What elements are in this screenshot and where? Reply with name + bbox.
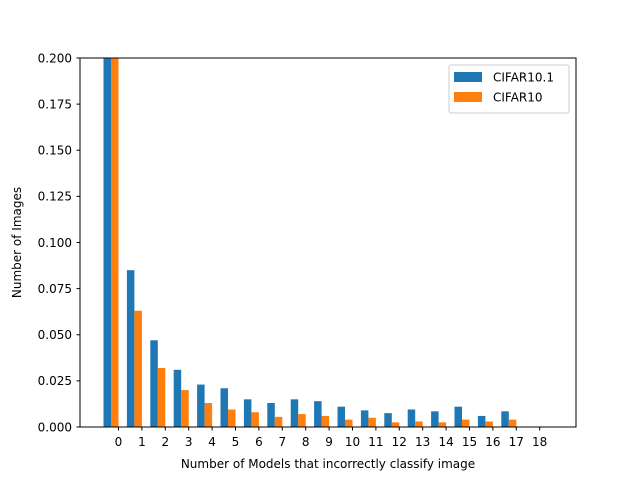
bar-cifar10-1-9	[314, 401, 322, 427]
y-tick-label: 0.075	[38, 282, 72, 296]
x-tick-label: 5	[232, 435, 240, 449]
y-tick-label: 0.025	[38, 374, 72, 388]
x-tick-label: 14	[438, 435, 453, 449]
bars-group	[103, 58, 517, 427]
bar-cifar10-16	[485, 421, 493, 427]
bar-cifar10-1-7	[267, 403, 275, 427]
bar-cifar10-1-3	[173, 369, 182, 427]
x-tick-label: 9	[325, 435, 333, 449]
x-tick-label: 12	[392, 435, 407, 449]
x-tick-label: 13	[415, 435, 430, 449]
x-tick-label: 17	[509, 435, 524, 449]
x-tick-label: 10	[345, 435, 360, 449]
bar-cifar10-5	[228, 409, 236, 427]
bar-cifar10-0	[111, 58, 119, 427]
bar-cifar10-3	[181, 390, 189, 427]
legend-swatch	[454, 72, 482, 82]
bar-cifar10-1-0	[103, 58, 111, 427]
x-tick-label: 6	[255, 435, 263, 449]
x-tick-label: 8	[302, 435, 310, 449]
bar-cifar10-12	[391, 422, 400, 427]
bar-cifar10-15	[462, 419, 470, 427]
x-tick-label: 1	[138, 435, 146, 449]
legend: CIFAR10.1 CIFAR10	[448, 64, 570, 114]
bar-cifar10-1-16	[477, 415, 486, 427]
legend-label: CIFAR10	[493, 91, 543, 105]
x-tick-label: 3	[185, 435, 193, 449]
bar-cifar10-1	[134, 310, 142, 427]
bar-cifar10-1-1	[126, 270, 135, 427]
bar-cifar10-1-8	[290, 399, 299, 427]
legend-label: CIFAR10.1	[493, 71, 554, 85]
x-axis-label: Number of Models that incorrectly classi…	[181, 457, 475, 471]
x-tick-label: 18	[532, 435, 547, 449]
y-axis: 0.000 0.025 0.050 0.075 0.100 0.125 0.150 0.175…	[38, 51, 80, 434]
y-tick-label: 0.125	[38, 190, 72, 204]
bar-cifar10-8	[298, 414, 306, 427]
bar-cifar10-6	[251, 412, 259, 427]
bar-cifar10-9	[321, 415, 330, 427]
bar-cifar10-1-12	[384, 413, 392, 427]
bar-cifar10-1-15	[454, 406, 462, 427]
x-tick-label: 7	[278, 435, 286, 449]
bar-cifar10-2	[157, 367, 166, 427]
bar-cifar10-1-14	[431, 411, 439, 427]
bar-cifar10-17	[508, 419, 517, 427]
bar-cifar10-13	[415, 421, 423, 427]
x-tick-label: 16	[485, 435, 500, 449]
bar-cifar10-11	[368, 417, 376, 427]
y-tick-label: 0.050	[38, 328, 72, 342]
y-tick-label: 0.150	[38, 144, 72, 158]
x-axis: 0 1 2 3 4 5 6 7 8 9 10 11 12 13 14 15 16 17 18	[115, 427, 547, 449]
bar-cifar10-1-17	[501, 411, 509, 427]
bar-cifar10-1-2	[150, 340, 158, 427]
bar-cifar10-1-6	[243, 399, 252, 427]
y-tick-label: 0.200	[38, 51, 72, 65]
legend-swatch	[454, 92, 482, 102]
bar-cifar10-1-13	[407, 409, 416, 427]
y-tick-label: 0.175	[38, 97, 72, 111]
x-tick-label: 4	[208, 435, 216, 449]
bar-cifar10-1-10	[337, 406, 345, 427]
x-tick-label: 11	[368, 435, 383, 449]
y-tick-label: 0.000	[38, 420, 72, 434]
y-tick-label: 0.100	[38, 236, 72, 250]
bar-cifar10-4	[204, 403, 213, 427]
y-axis-label: Number of Images	[10, 187, 24, 298]
bar-cifar10-7	[274, 416, 283, 427]
bar-cifar10-10	[345, 419, 353, 427]
x-tick-label: 15	[462, 435, 477, 449]
bar-cifar10-14	[438, 422, 447, 427]
bar-cifar10-1-11	[360, 410, 369, 427]
bar-cifar10-1-4	[197, 384, 205, 427]
x-tick-label: 2	[161, 435, 169, 449]
x-tick-label: 0	[115, 435, 123, 449]
plot-frame	[79, 57, 577, 428]
bar-cifar10-1-5	[220, 388, 228, 427]
